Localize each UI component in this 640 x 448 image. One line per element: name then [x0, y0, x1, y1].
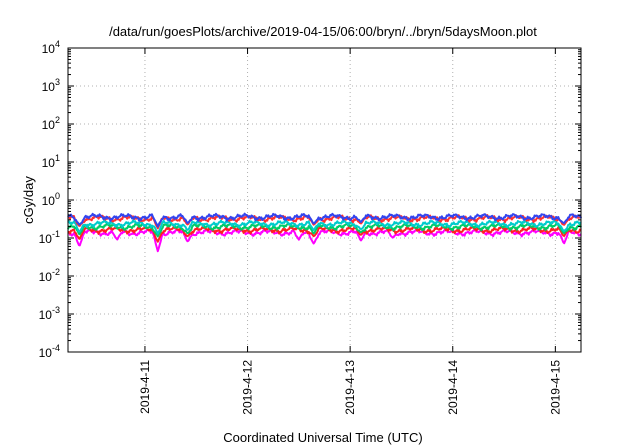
y-tick-exponent: 0: [55, 191, 60, 201]
x-tick-label: 2019-4-15: [548, 360, 562, 415]
y-axis-label: cGy/day: [21, 176, 36, 224]
y-tick-exponent: 2: [55, 115, 60, 125]
y-tick-exponent: -4: [52, 343, 60, 353]
series-line: [67, 228, 582, 253]
y-tick-exponent: -1: [52, 229, 60, 239]
x-tick-label: 2019-4-12: [241, 360, 255, 415]
x-tick-label: 2019-4-11: [138, 360, 152, 414]
y-tick-label: 10-3: [39, 305, 60, 322]
y-tick-label: 104: [42, 39, 60, 56]
grid: [68, 48, 581, 352]
y-tick-exponent: 1: [55, 153, 60, 163]
x-axis-label: Coordinated Universal Time (UTC): [223, 430, 422, 445]
series-line: [67, 219, 582, 235]
y-tick-label: 10-2: [39, 267, 60, 284]
y-tick-exponent: -2: [52, 267, 60, 277]
y-tick-exponent: 3: [55, 77, 60, 87]
y-tick-label: 103: [42, 77, 60, 94]
y-tick-exponent: -3: [52, 305, 60, 315]
y-tick-label: 10-1: [39, 229, 60, 246]
y-tick-label: 102: [42, 115, 60, 132]
y-tick-label: 10-4: [39, 343, 60, 360]
series-line: [67, 212, 582, 228]
y-tick-label: 101: [42, 153, 60, 170]
y-tick-label: 100: [42, 191, 60, 208]
y-tick-exponent: 4: [55, 39, 60, 49]
x-tick-label: 2019-4-13: [343, 360, 357, 415]
series-layer: [67, 212, 582, 253]
chart-title: /data/run/goesPlots/archive/2019-04-15/0…: [109, 24, 537, 39]
x-tick-label: 2019-4-14: [446, 360, 460, 415]
